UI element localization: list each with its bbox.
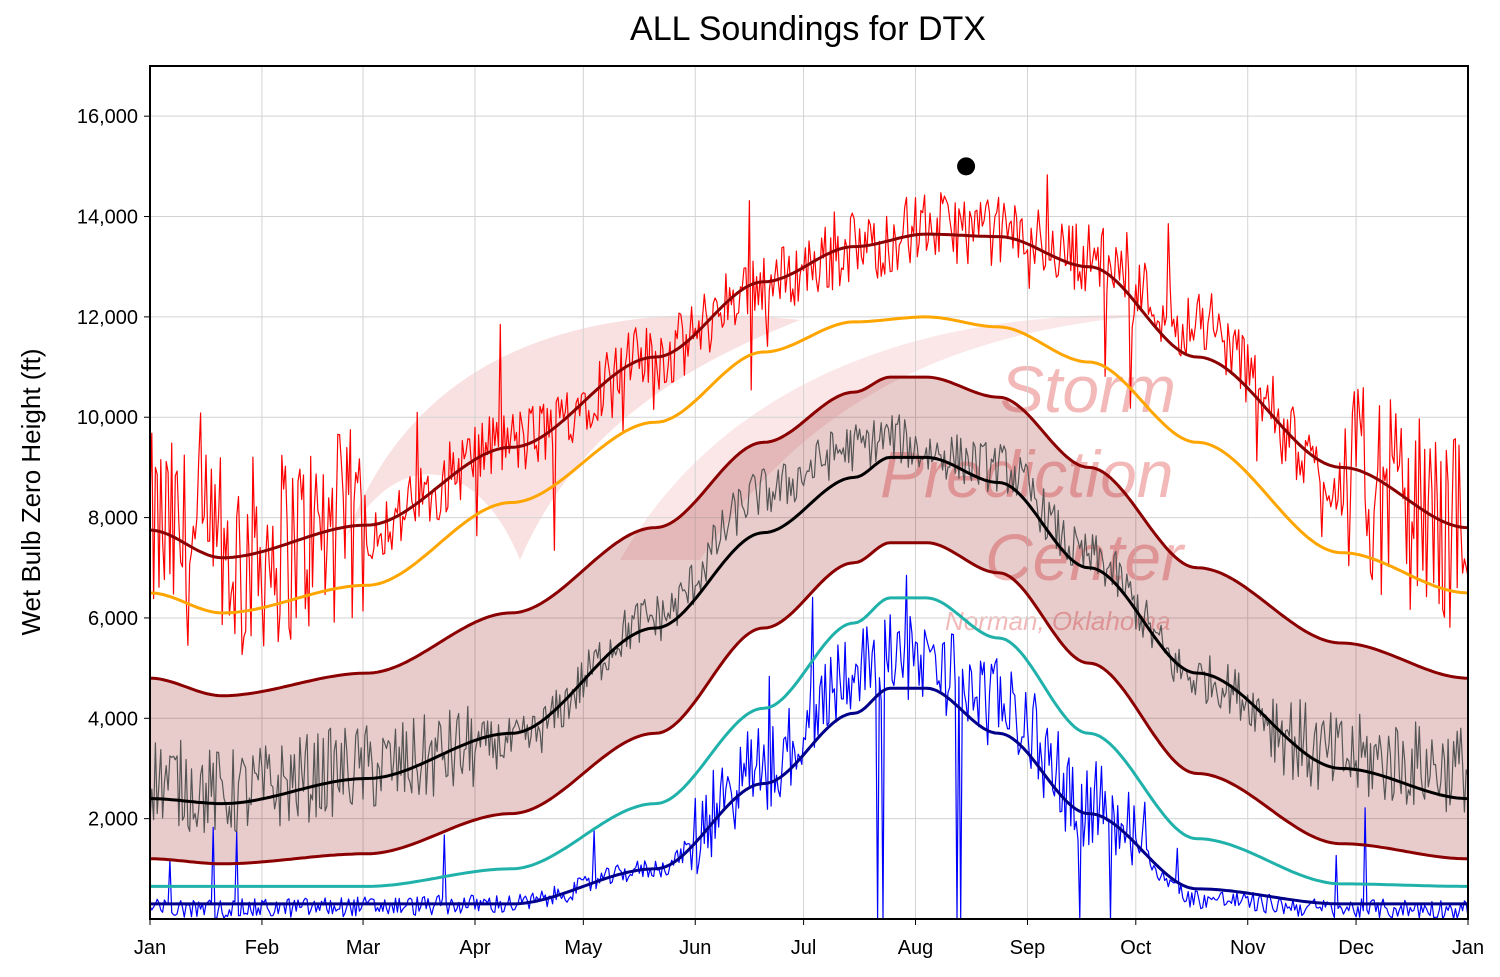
- band-25-75-percentile: [150, 377, 1468, 864]
- y-tick-label: 8,000: [88, 508, 138, 530]
- y-axis-ticks: 2,000 4,000 6,000 8,000 10,000 12,000 14,000 16…: [77, 106, 150, 831]
- x-tick-label: Jan: [1452, 937, 1484, 959]
- y-axis-label: Wet Bulb Zero Height (ft): [16, 348, 46, 635]
- y-tick-label: 4,000: [88, 708, 138, 730]
- x-tick-label: Jun: [679, 937, 711, 959]
- x-tick-label: Jan: [134, 937, 166, 959]
- x-tick-label: Nov: [1230, 937, 1266, 959]
- series-record-min: [149, 574, 1469, 920]
- current-observation-marker: [957, 157, 976, 176]
- x-tick-label: May: [564, 937, 602, 959]
- watermark-swoosh-right: [620, 314, 1150, 560]
- series-99th-percentile: [149, 232, 1469, 560]
- series-25th-percentile: [150, 541, 1468, 866]
- current-marker: [957, 157, 976, 176]
- x-tick-label: Sep: [1010, 937, 1046, 959]
- series-lines: [149, 174, 1469, 920]
- series-record-max: [149, 174, 1469, 656]
- watermark-norman: Norman, Oklahoma: [945, 606, 1170, 636]
- x-tick-label: Jul: [791, 937, 817, 959]
- x-tick-label: Feb: [245, 937, 279, 959]
- y-tick-label: 6,000: [88, 608, 138, 630]
- x-tick-label: Mar: [346, 937, 381, 959]
- series-90th-percentile: [149, 315, 1469, 615]
- series-daily-observed: [149, 414, 1469, 834]
- percentile-band: [150, 377, 1468, 864]
- x-tick-label: Aug: [898, 937, 934, 959]
- y-tick-label: 10,000: [77, 407, 138, 429]
- y-tick-label: 14,000: [77, 207, 138, 229]
- x-axis-ticks: Jan Feb Mar Apr May Jun Jul Aug Sep Oct Nov Dec Jan: [134, 919, 1484, 959]
- series-10th-percentile: [150, 596, 1468, 888]
- series-75th-percentile: [149, 375, 1469, 698]
- plot-frame: [149, 65, 1469, 920]
- x-tick-label: Oct: [1120, 937, 1152, 959]
- y-tick-label: 16,000: [77, 106, 138, 128]
- chart-title: ALL Soundings for DTX: [630, 10, 986, 48]
- series-1st-percentile: [150, 686, 1468, 906]
- y-tick-label: 12,000: [77, 307, 138, 329]
- x-tick-label: Dec: [1338, 937, 1374, 959]
- watermark-storm: Storm: [1000, 352, 1176, 426]
- y-tick-label: 2,000: [88, 809, 138, 831]
- series-mean: [150, 455, 1469, 806]
- x-tick-label: Apr: [459, 937, 490, 959]
